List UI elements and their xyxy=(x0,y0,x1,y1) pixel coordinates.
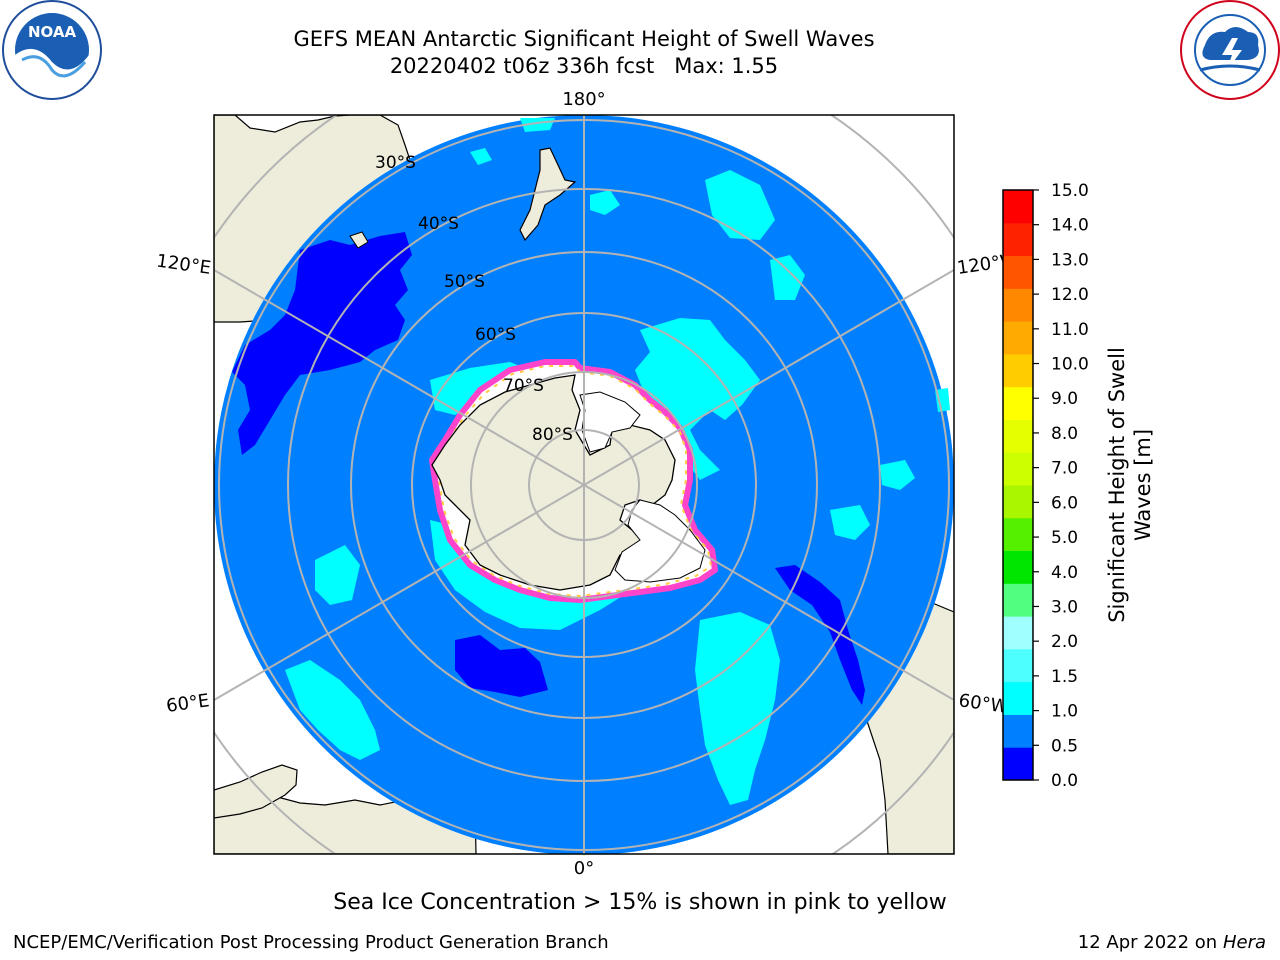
lat-label-60s: 60°S xyxy=(475,325,516,345)
colorbar-label-line2: Waves [m] xyxy=(1131,429,1155,541)
lon-label-120e: 120°E xyxy=(155,251,212,279)
colorbar-segment xyxy=(1003,288,1033,322)
map-frame xyxy=(213,114,955,855)
colorbar-segment xyxy=(1003,485,1033,519)
colorbar-tick-label: 4.0 xyxy=(1051,563,1078,583)
nws-logo xyxy=(1180,0,1280,100)
colorbar-segment xyxy=(1003,353,1033,388)
latitude-labels: 30°S 40°S 50°S 60°S 70°S 80°S xyxy=(375,153,573,445)
colorbar-segment xyxy=(1003,190,1033,224)
colorbar-segment xyxy=(1003,583,1033,617)
low-swell-region-west xyxy=(232,232,412,455)
colorbar-segment xyxy=(1003,452,1033,486)
colorbar-tick-label: 6.0 xyxy=(1051,493,1078,513)
colorbar-tick-label: 10.0 xyxy=(1051,355,1089,375)
footer-date: 12 Apr 2022 on Hera xyxy=(1078,932,1266,953)
colorbar-tick-label: 1.5 xyxy=(1051,667,1078,687)
colorbar-tick-label: 13.0 xyxy=(1051,250,1089,270)
colorbar-tick-label: 12.0 xyxy=(1051,285,1089,305)
map-title: GEFS MEAN Antarctic Significant Height o… xyxy=(293,27,875,51)
madagascar-land xyxy=(214,764,298,819)
colorbar-segment xyxy=(1003,321,1033,355)
colorbar-segment xyxy=(1003,222,1033,257)
lon-label-0: 0° xyxy=(574,858,594,879)
lat-label-30s: 30°S xyxy=(375,153,416,173)
antarctic-peninsula-white xyxy=(614,499,706,583)
colorbar-tick-label: 15.0 xyxy=(1051,181,1089,201)
colorbar-segment xyxy=(1003,517,1033,552)
lat-label-50s: 50°S xyxy=(444,272,485,292)
footer-credit: NCEP/EMC/Verification Post Processing Pr… xyxy=(13,932,609,953)
lat-label-40s: 40°S xyxy=(418,214,459,234)
colorbar-tick-label: 8.0 xyxy=(1051,424,1078,444)
colorbar-segment xyxy=(1003,386,1033,420)
tasmania-land xyxy=(349,231,369,249)
colorbar-tick-label: 3.0 xyxy=(1051,597,1078,617)
lat-label-70s: 70°S xyxy=(503,376,544,396)
colorbar-segment xyxy=(1003,550,1033,584)
colorbar-tick-label: 0.0 xyxy=(1051,771,1078,791)
colorbar-segment xyxy=(1003,747,1033,781)
lon-label-180: 180° xyxy=(562,89,605,110)
colorbar-frame xyxy=(1002,189,1034,781)
colorbar-tick-label: 5.0 xyxy=(1051,528,1078,548)
colorbar-tick-label: 9.0 xyxy=(1051,389,1078,409)
colorbar-segment xyxy=(1003,616,1033,650)
colorbar-segment xyxy=(1003,681,1033,715)
colorbar: 0.0 0.5 1.0 1.5 2.0 3.0 4.0 5.0 6.0 7.0 8.0 9.0 10.0… xyxy=(1002,181,1089,791)
low-swell-region-southwest xyxy=(455,635,548,697)
map-area xyxy=(214,115,954,854)
swell-1m-patches xyxy=(285,118,950,805)
footer-machine: Hera xyxy=(1222,932,1266,953)
lon-label-60w: 60°W xyxy=(957,690,1009,718)
lat-label-80s: 80°S xyxy=(532,425,573,445)
colorbar-label-line1: Significant Height of Swell xyxy=(1105,347,1129,623)
lon-label-60e: 60°E xyxy=(165,690,211,717)
low-swell-region-east xyxy=(775,565,865,705)
colorbar-tick-label: 14.0 xyxy=(1051,216,1089,236)
colorbar-segment xyxy=(1003,648,1033,683)
colorbar-tick-label: 0.5 xyxy=(1051,736,1078,756)
colorbar-segment xyxy=(1003,255,1033,289)
map-subtitle: 20220402 t06z 336h fcst Max: 1.55 xyxy=(389,54,779,78)
noaa-logo: NOAA xyxy=(2,0,102,100)
longitude-lines xyxy=(214,115,954,854)
sea-ice-caption: Sea Ice Concentration > 15% is shown in … xyxy=(333,890,947,915)
colorbar-segment xyxy=(1003,419,1033,453)
colorbar-segment xyxy=(1003,714,1033,748)
colorbar-tick-label: 11.0 xyxy=(1051,320,1089,340)
colorbar-tick-label: 2.0 xyxy=(1051,632,1078,652)
colorbar-tick-label: 1.0 xyxy=(1051,702,1078,722)
sea-ice-edge-yellow xyxy=(434,365,713,598)
noaa-logo-text: NOAA xyxy=(28,23,77,41)
colorbar-tick-label: 7.0 xyxy=(1051,459,1078,479)
footer-date-text: 12 Apr 2022 on xyxy=(1077,932,1223,953)
